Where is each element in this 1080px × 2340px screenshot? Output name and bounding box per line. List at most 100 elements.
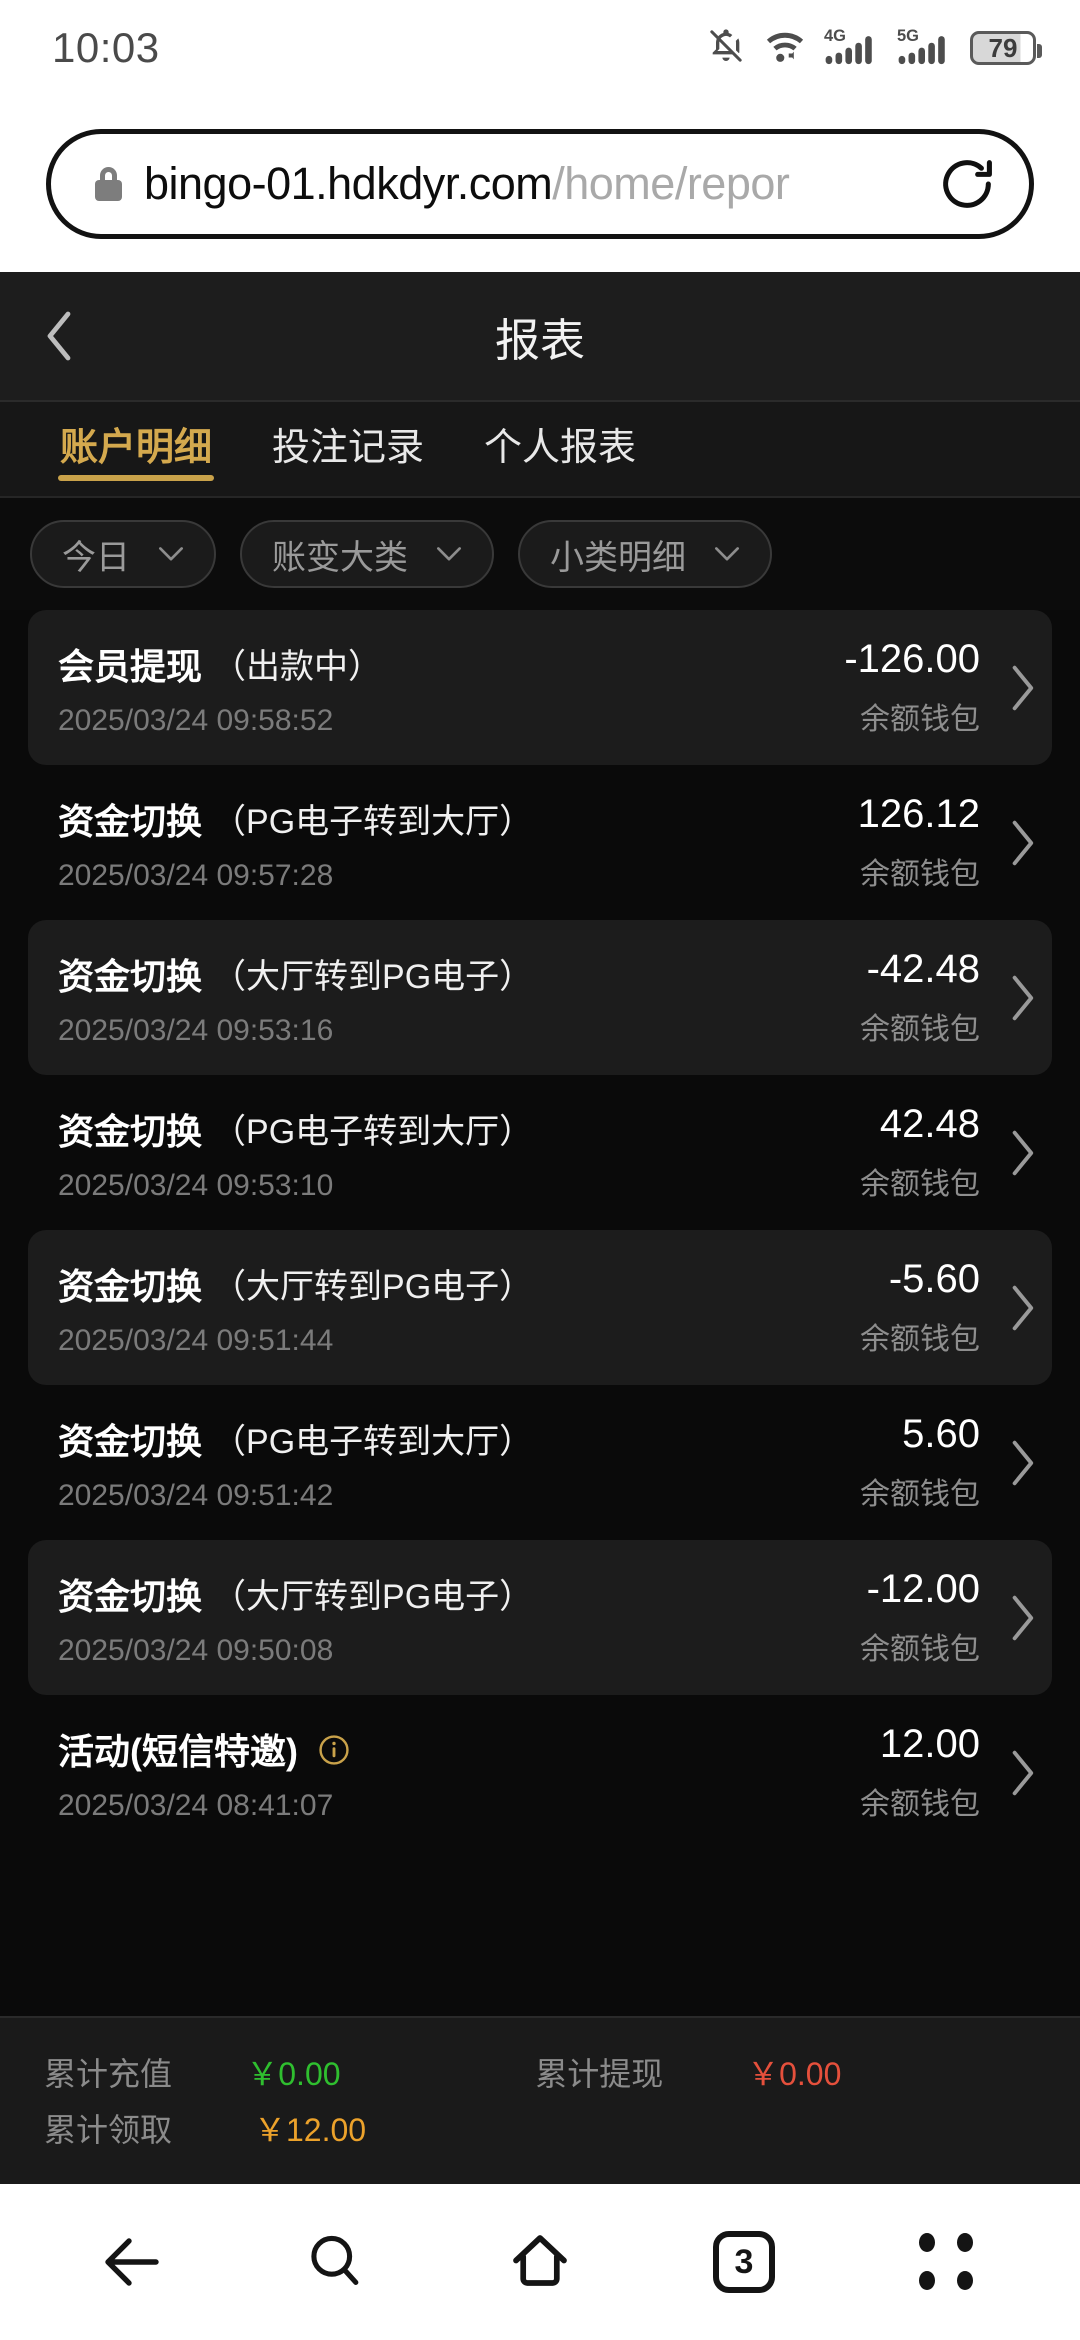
transaction-wallet: 余额钱包 [860,1633,980,1666]
transaction-wallet: 余额钱包 [860,858,980,891]
chevron-right-icon[interactable] [998,1129,1046,1177]
transaction-type: 资金切换 [58,1110,203,1152]
url-path: /home/repor [552,158,790,209]
transaction-detail: （大厅转到PG电子） [212,958,534,996]
transaction-type: 资金切换 [58,800,203,842]
transaction-detail: （出款中） [212,648,383,686]
filter-subcategory[interactable]: 小类明细 [518,520,772,588]
tab-bet-records[interactable]: 投注记录 [272,427,425,469]
tab-personal-report[interactable]: 个人报表 [484,427,637,469]
url-bar[interactable]: bingo-01.hdkdyr.com/home/repor [46,129,1034,239]
transaction-type: 活动(短信特邀) [58,1730,298,1772]
tab-switcher-button[interactable]: 3 [684,2207,804,2317]
transaction-detail: （大厅转到PG电子） [212,1578,534,1616]
info-icon[interactable] [318,1733,350,1765]
transaction-values: -126.00 余额钱包 [844,637,998,738]
transaction-row[interactable]: 资金切换 （大厅转到PG电子） 2025/03/24 09:50:08 -12.00 余… [28,1540,1052,1695]
transaction-row[interactable]: 资金切换 （PG电子转到大厅） 2025/03/24 09:51:42 5.60 余额钱… [0,1385,1080,1540]
chevron-right-icon[interactable] [998,974,1046,1022]
transaction-wallet: 余额钱包 [860,1013,980,1046]
chevron-right-icon[interactable] [998,1284,1046,1332]
summary-row-1: 累计充值 ￥0.00 累计提现 ￥0.00 [44,2044,1036,2100]
transaction-amount: 5.60 [902,1412,980,1456]
transaction-row[interactable]: 活动(短信特邀) 2025/03/24 08:41:07 12.00 余额钱包 [0,1695,1080,1850]
transaction-amount: 42.48 [879,1102,980,1146]
web-page-content: 报表 账户明细 投注记录 个人报表 今日 账变大类 小类明细 [0,272,1080,2184]
transaction-values: 42.48 余额钱包 [860,1102,998,1203]
chevron-right-icon[interactable] [998,819,1046,867]
battery-icon: 79 [970,31,1042,65]
transaction-type: 资金切换 [58,1265,203,1307]
filter-date-label: 今日 [62,538,130,577]
transaction-info: 资金切换 （大厅转到PG电子） 2025/03/24 09:53:16 [58,948,860,1048]
transaction-wallet: 余额钱包 [860,1788,980,1821]
chevron-right-icon[interactable] [998,1439,1046,1487]
tab-count: 3 [713,2231,775,2293]
transaction-wallet: 余额钱包 [860,1478,980,1511]
transaction-title-line: 资金切换 （PG电子转到大厅） [58,793,858,845]
summary-deposit-label: 累计充值 [44,2056,173,2092]
transaction-amount: -12.00 [866,1567,980,1611]
transaction-info: 资金切换 （PG电子转到大厅） 2025/03/24 09:57:28 [58,793,858,893]
chevron-right-icon[interactable] [998,664,1046,712]
signal-4g-icon: 4G [824,24,880,73]
chevron-down-icon [158,546,184,562]
url-host: bingo-01.hdkdyr.com [144,158,553,209]
transaction-detail: （PG电子转到大厅） [212,803,534,841]
transaction-values: 126.12 余额钱包 [858,792,998,893]
tab-account-detail[interactable]: 账户明细 [30,402,242,481]
transaction-datetime: 2025/03/24 09:50:08 [58,1633,334,1667]
summary-received-value: ￥12.00 [254,2112,367,2148]
transaction-info: 资金切换 （PG电子转到大厅） 2025/03/24 09:53:10 [58,1103,860,1203]
browser-nav-bar: 3 [0,2184,1080,2340]
chevron-down-icon [436,546,462,562]
filter-date[interactable]: 今日 [30,520,216,588]
transaction-row[interactable]: 会员提现 （出款中） 2025/03/24 09:58:52 -126.00 余额钱包 [28,610,1052,765]
status-bar: 10:03 4G [0,0,1080,96]
wifi-icon [763,26,807,71]
chevron-down-icon [714,546,740,562]
page-title: 报表 [494,314,585,366]
transaction-datetime: 2025/03/24 09:51:44 [58,1323,334,1357]
chevron-right-icon[interactable] [998,1594,1046,1642]
transaction-amount: 126.12 [857,792,980,836]
filter-category[interactable]: 账变大类 [240,520,494,588]
transaction-amount: -126.00 [844,637,980,681]
transaction-datetime: 2025/03/24 08:41:07 [58,1788,334,1822]
summary-deposit-value: ￥0.00 [246,2056,341,2092]
status-time: 10:03 [52,24,160,71]
transaction-datetime: 2025/03/24 09:53:16 [58,1013,334,1047]
svg-text:4G: 4G [824,27,846,45]
transaction-row[interactable]: 资金切换 （PG电子转到大厅） 2025/03/24 09:57:28 126.12 余… [0,765,1080,920]
transaction-wallet: 余额钱包 [860,703,980,736]
transaction-values: 12.00 余额钱包 [860,1722,998,1823]
tab-bar: 账户明细 投注记录 个人报表 [0,402,1080,498]
more-menu-icon[interactable] [888,2207,1008,2317]
url-text[interactable]: bingo-01.hdkdyr.com/home/repor [144,158,913,210]
search-icon[interactable] [276,2207,396,2317]
filter-subcategory-label: 小类明细 [550,538,686,577]
transaction-row[interactable]: 资金切换 （PG电子转到大厅） 2025/03/24 09:53:10 42.48 余额… [0,1075,1080,1230]
transaction-row[interactable]: 资金切换 （大厅转到PG电子） 2025/03/24 09:53:16 -42.48 余… [28,920,1052,1075]
transaction-title-line: 资金切换 （大厅转到PG电子） [58,948,860,1000]
transaction-list: 会员提现 （出款中） 2025/03/24 09:58:52 -126.00 余额钱包资… [0,610,1080,2016]
chevron-right-icon[interactable] [998,1749,1046,1797]
transaction-row[interactable]: 资金切换 （大厅转到PG电子） 2025/03/24 09:51:44 -5.60 余额… [28,1230,1052,1385]
transaction-title-line: 会员提现 （出款中） [58,638,844,690]
transaction-type: 资金切换 [58,955,203,997]
back-icon[interactable] [72,2207,192,2317]
home-icon[interactable] [480,2207,600,2317]
transaction-datetime: 2025/03/24 09:57:28 [58,858,334,892]
reload-icon[interactable] [935,152,999,216]
transaction-info: 会员提现 （出款中） 2025/03/24 09:58:52 [58,638,844,738]
summary-withdraw-value: ￥0.00 [747,2056,842,2092]
summary-row-2: 累计领取 ￥12.00 [44,2100,1036,2156]
chevron-left-icon[interactable] [30,306,90,366]
transaction-info: 资金切换 （大厅转到PG电子） 2025/03/24 09:51:44 [58,1258,860,1358]
filter-bar: 今日 账变大类 小类明细 [0,498,1080,610]
bell-muted-icon [706,26,746,71]
transaction-values: -5.60 余额钱包 [860,1257,998,1358]
app-header: 报表 [0,272,1080,402]
transaction-amount: 12.00 [879,1722,980,1766]
